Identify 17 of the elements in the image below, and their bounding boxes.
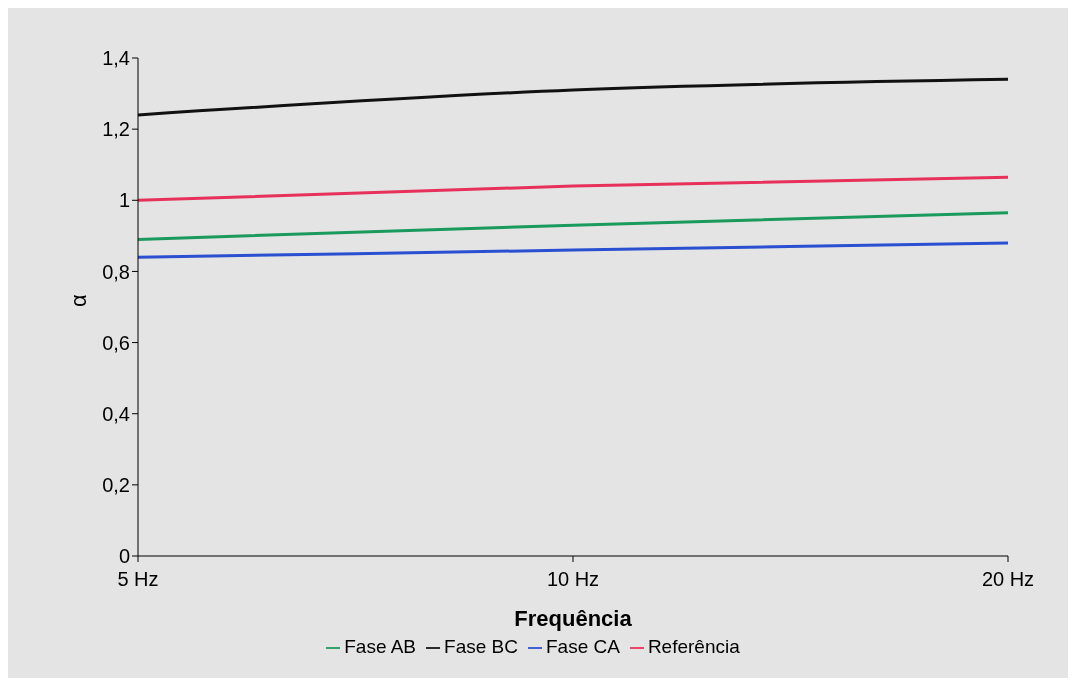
- legend-label: Fase BC: [444, 636, 518, 657]
- legend-label: Fase CA: [545, 636, 620, 657]
- y-tick-label: 1: [118, 189, 130, 212]
- y-tick-label: 1,4: [102, 47, 130, 70]
- x-tick-label: 20 Hz: [981, 568, 1035, 591]
- y-tick-label: 0,6: [102, 331, 130, 354]
- y-tick-label: 0,2: [102, 473, 130, 496]
- y-axis-title: α: [65, 294, 91, 307]
- legend-label: Fase AB: [344, 636, 417, 657]
- legend-label: Referência: [647, 636, 740, 657]
- y-tick-label: 1,2: [102, 118, 130, 141]
- x-tick-label: 5 Hz: [117, 568, 159, 591]
- y-tick-label: 0,8: [102, 260, 130, 283]
- y-tick-label: 0,4: [102, 402, 130, 425]
- x-axis-title: Frequência: [514, 606, 633, 631]
- y-tick-label: 0: [118, 545, 130, 568]
- x-tick-label: 10 Hz: [546, 568, 600, 591]
